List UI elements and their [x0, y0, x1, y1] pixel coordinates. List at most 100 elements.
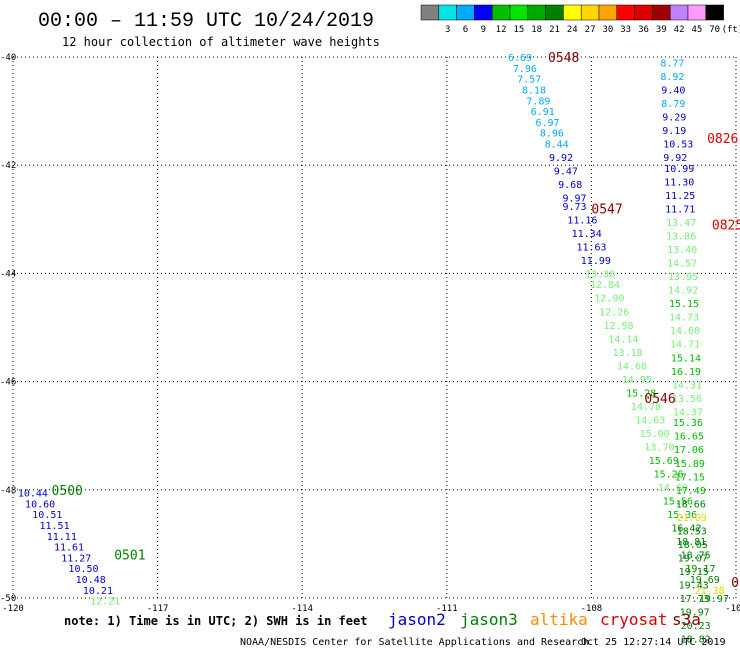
colorbar-swatch: [438, 4, 457, 21]
wave-height-label: 7.57: [517, 75, 541, 86]
wave-height-label: 14.57: [667, 259, 697, 270]
wave-height-label: 9.47: [554, 167, 578, 178]
wave-height-label: 15.36: [667, 510, 697, 521]
colorbar-tick-label: 42: [674, 25, 685, 35]
track-time-label: 0547: [591, 202, 622, 217]
wave-height-label: 9.92: [549, 153, 573, 164]
wave-height-label: 8.92: [660, 72, 684, 83]
y-tick-label: -46: [0, 378, 16, 388]
wave-height-label: 15.89: [675, 459, 705, 470]
wave-height-label: 11.71: [665, 204, 695, 215]
wave-height-label: 19.97: [680, 608, 710, 619]
y-tick-label: -48: [0, 486, 16, 496]
colorbar-swatch: [456, 4, 475, 21]
colorbar-swatch: [669, 4, 689, 21]
wave-height-label: 10.21: [83, 586, 113, 597]
wave-height-label: 14.95: [622, 375, 652, 386]
colorbar-swatch: [687, 4, 707, 21]
wave-height-label: 19.17: [685, 564, 715, 575]
wave-height-label: 16.19: [671, 367, 701, 378]
x-tick-label: -117: [147, 604, 169, 614]
wave-height-label: 14.78: [631, 402, 661, 413]
wave-height-label: 15.56: [663, 497, 693, 508]
colorbar-swatch: [580, 4, 600, 21]
colorbar-tick-label: 30: [602, 25, 613, 35]
wave-height-label: 8.44: [545, 140, 569, 151]
wave-height-label: 18.66: [676, 499, 706, 510]
wave-height-label: 15.15: [669, 299, 699, 310]
wave-height-label: 15.28: [626, 388, 656, 399]
x-tick-label: -105: [725, 604, 740, 614]
legend-entry-altika: altika: [530, 610, 588, 629]
colorbar-swatch: [598, 4, 618, 21]
wave-height-label: 10.44: [18, 489, 48, 500]
wave-height-label: 17.06: [674, 445, 704, 456]
track-time-label: 0546: [644, 392, 675, 407]
track-time-label: 0548: [548, 51, 579, 66]
wave-height-label: 10.53: [663, 140, 693, 151]
legend-entry-s3a: s3a: [672, 610, 701, 629]
colorbar-swatch: [545, 4, 564, 21]
y-tick-label: -42: [0, 161, 16, 171]
colorbar-swatch: [420, 4, 440, 21]
wave-height-label: 15.14: [671, 353, 701, 364]
wave-height-label: 14.31: [672, 380, 702, 391]
wave-height-label: 14.63: [635, 415, 665, 426]
wave-height-label: 16.42: [671, 524, 701, 535]
wave-height-label: 6.97: [535, 118, 559, 129]
legend-entry-jason2: jason2: [388, 610, 446, 629]
wave-height-label: 18.75: [681, 551, 711, 562]
wave-height-label: 7.96: [513, 64, 537, 75]
wave-height-label: 19.97: [699, 594, 729, 605]
wave-height-label: 11.99: [581, 256, 611, 267]
wave-height-label: 11.61: [54, 543, 84, 554]
wave-height-label: 12.21: [90, 597, 120, 608]
wave-height-label: 21.38: [695, 586, 725, 597]
wave-height-label: 11.27: [61, 553, 91, 564]
wave-height-label: 6.91: [531, 107, 555, 118]
wave-height-label: 20.23: [681, 621, 711, 632]
wave-height-label: 8.96: [540, 129, 564, 140]
colorbar-tick-label: 18: [531, 25, 542, 35]
colorbar-swatch: [527, 4, 546, 21]
wave-height-label: 15.00: [640, 429, 670, 440]
wave-height-label: 14.92: [668, 286, 698, 297]
wave-height-label: 11.63: [576, 242, 606, 253]
wave-height-label: 17.49: [676, 486, 706, 497]
wave-height-label: 10.99: [664, 164, 694, 175]
wave-height-label: 11.25: [665, 191, 695, 202]
colorbar-swatch: [705, 4, 724, 21]
footer-credit: NOAA/NESDIS Center for Satellite Applica…: [240, 637, 589, 648]
wave-height-label: 12.90: [594, 294, 624, 305]
wave-height-label: 18.81: [676, 537, 706, 548]
wave-height-label: 11.16: [567, 215, 597, 226]
wave-height-label: 21.09: [677, 513, 707, 524]
wave-height-label: 13.38: [585, 269, 615, 280]
colorbar-unit-label: (ft): [722, 25, 740, 35]
wave-height-label: 10.60: [25, 499, 55, 510]
wave-height-label: 12.84: [590, 280, 620, 291]
track-time-label: 0825: [712, 219, 740, 234]
wave-height-label: 11.34: [572, 229, 602, 240]
wave-height-label: 12.98: [603, 321, 633, 332]
wave-height-label: 9.92: [663, 153, 687, 164]
wave-height-label: 11.11: [47, 532, 77, 543]
chart-subtitle: 12 hour collection of altimeter wave hei…: [62, 35, 380, 49]
wave-height-label: 6.69: [508, 53, 532, 64]
wave-height-label: 12.26: [599, 307, 629, 318]
wave-height-label: 14.60: [617, 361, 647, 372]
colorbar-tick-label: 15: [513, 25, 524, 35]
x-tick-label: -108: [581, 604, 603, 614]
wave-height-label: 18.82: [681, 635, 711, 646]
wave-height-label: 13.56: [672, 394, 702, 405]
colorbar-tick-label: 45: [691, 25, 702, 35]
colorbar-swatch: [634, 4, 653, 21]
wave-height-label: 9.73: [562, 202, 586, 213]
wave-height-label: 19.15: [679, 567, 709, 578]
wave-height-label: 11.51: [40, 521, 70, 532]
colorbar-tick-label: 9: [481, 25, 486, 35]
wave-height-label: 15.26: [654, 470, 684, 481]
wave-height-label: 9.40: [661, 85, 685, 96]
